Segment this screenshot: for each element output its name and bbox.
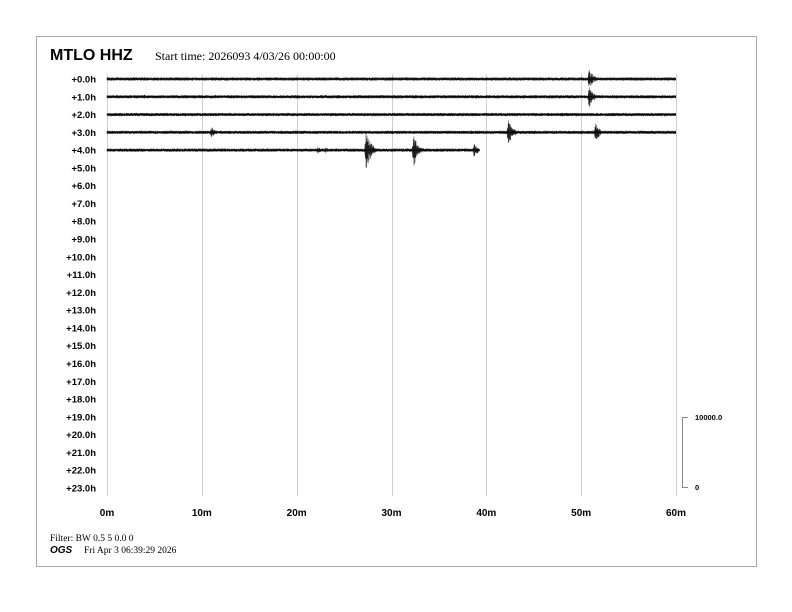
scale-bar-bottom-label: 0 [695,483,699,492]
row-label: +20.0h [66,430,96,441]
row-label: +11.0h [67,270,97,281]
row-label: +9.0h [71,235,96,246]
row-label: +8.0h [71,217,96,228]
row-label: +12.0h [66,288,96,299]
row-label: +21.0h [66,448,96,459]
x-tick-label: 10m [192,508,212,519]
row-label: +19.0h [66,412,96,423]
row-label: +1.0h [71,92,96,103]
x-tick-label: 20m [287,508,307,519]
scale-bar-top-label: 10000.0 [695,413,722,422]
row-label: +10.0h [66,252,96,263]
plot-timestamp: Fri Apr 3 06:39:29 2026 [84,546,177,556]
filter-label: Filter: BW 0.5 5 0.0 0 [50,534,134,544]
x-tick-label: 40m [476,508,496,519]
x-tick-labels: 0m 10m 20m 30m 40m 50m 60m [100,508,686,519]
row-label: +16.0h [66,359,96,370]
row-label: +22.0h [66,466,96,477]
row-labels: +0.0h +1.0h +2.0h +3.0h +4.0h +5.0h +6.0h +7.0h… [66,75,96,495]
plot-frame [36,36,757,567]
scale-bar: 10000.0 0 [682,413,722,492]
row-label: +18.0h [66,395,96,406]
x-tick-label: 60m [666,508,686,519]
row-label: +17.0h [66,377,96,388]
row-label: +3.0h [71,128,96,139]
row-label: +13.0h [66,306,96,317]
row-label: +2.0h [71,110,96,121]
row-label: +14.0h [66,323,96,334]
row-label: +0.0h [71,75,96,86]
traces [106,70,676,168]
station-title: MTLO HHZ [50,47,133,64]
grid-lines [107,74,677,496]
start-time: Start time: 2026093 4/03/26 00:00:00 [155,49,336,63]
row-label: +15.0h [66,341,96,352]
row-label: +7.0h [71,199,96,210]
row-label: +5.0h [71,163,96,174]
x-tick-label: 0m [100,508,115,519]
row-label: +6.0h [71,181,96,192]
x-tick-label: 50m [571,508,591,519]
x-tick-label: 30m [381,508,401,519]
row-label: +4.0h [71,146,96,157]
agency-label: OGS [50,545,73,556]
scale-bar-line [682,417,688,488]
row-label: +23.0h [66,483,96,494]
